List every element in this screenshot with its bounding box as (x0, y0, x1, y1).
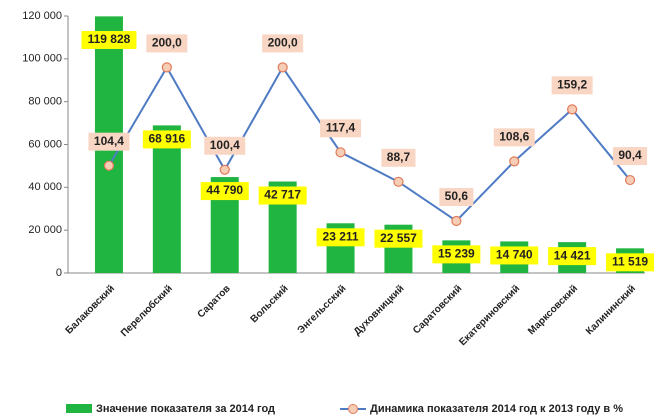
line-marker (624, 174, 636, 186)
line-marker (567, 104, 578, 115)
line-marker (219, 164, 230, 175)
bar (152, 125, 181, 273)
line-value-label: 200,0 (152, 36, 182, 50)
bar-value-label: 44 790 (206, 183, 243, 197)
bar-value-label: 15 239 (438, 247, 475, 261)
line-marker (393, 176, 404, 187)
line-value-label: 50,6 (445, 189, 469, 203)
line-value-label-bg (204, 136, 246, 155)
bar-value-label-bg (606, 253, 654, 272)
bar-value-label-bg (258, 186, 307, 205)
bar-value-label-bg (142, 130, 191, 149)
y-tick-label: 80 000 (28, 96, 62, 108)
bar-value-label-bg (316, 228, 365, 247)
line-value-label-bg (88, 132, 130, 151)
bar-value-label: 14 740 (496, 248, 533, 262)
line-value-label-bg (493, 128, 535, 147)
line-value-label: 117,4 (326, 120, 356, 134)
x-tick-label: Екатериновский (457, 283, 522, 348)
bar-value-label-bg (200, 182, 249, 201)
line-value-label: 159,2 (557, 78, 587, 92)
line-marker (277, 62, 288, 73)
line-value-label-bg (551, 76, 593, 95)
line-marker (103, 160, 115, 171)
x-tick-label: Калининский (584, 283, 638, 337)
bar-value-label: 11 519 (612, 255, 648, 269)
y-tick-label: 0 (56, 267, 62, 279)
bar-value-label-bg (432, 245, 481, 264)
bar-value-label: 22 557 (380, 231, 417, 245)
x-tick-label: Саратовский (411, 283, 464, 336)
legend-swatch (66, 404, 92, 413)
line-marker (509, 156, 520, 167)
bar-value-label: 42 717 (264, 188, 301, 202)
y-tick-label: 20 000 (28, 224, 62, 236)
line-marker (451, 215, 462, 227)
line-value-label-bg (439, 187, 474, 206)
line-value-label: 104,4 (94, 134, 124, 148)
bar-value-label-bg (490, 246, 539, 265)
line-value-label-bg (262, 34, 304, 53)
line-value-label: 88,7 (387, 150, 411, 164)
bar-value-label: 14 421 (554, 248, 591, 262)
y-tick-label: 40 000 (28, 181, 62, 193)
bar-value-label-bg (81, 31, 137, 49)
x-tick-label: Энгельсский (296, 283, 349, 336)
y-tick-label: 100 000 (22, 53, 62, 65)
x-tick-label: Вольский (249, 283, 291, 325)
bar-value-label-bg (548, 247, 597, 266)
bar-value-label: 23 211 (323, 229, 359, 243)
y-tick-label: 60 000 (28, 138, 62, 150)
bar-value-label-bg (374, 229, 423, 248)
bar-value-label: 68 916 (148, 132, 185, 146)
legend-marker (348, 404, 358, 414)
legend-label: Динамика показателя 2014 год к 2013 году… (370, 403, 623, 415)
line-marker (335, 147, 346, 158)
line-value-label-bg (320, 119, 362, 138)
line-value-label: 200,0 (268, 36, 298, 50)
line-value-label-bg (381, 148, 416, 167)
x-tick-label: Духовницкий (352, 283, 407, 338)
bar-value-label: 119 828 (88, 32, 131, 46)
line (108, 65, 631, 223)
line-marker (161, 62, 172, 73)
line-value-label: 108,6 (499, 130, 529, 144)
x-tick-label: Балаковский (64, 283, 117, 336)
x-tick-label: Перелюбский (118, 283, 175, 340)
line-value-label: 100,4 (210, 138, 240, 152)
legend-label: Значение показателя за 2014 год (96, 403, 275, 415)
line-value-label-bg (613, 147, 648, 166)
line-value-label-bg (146, 34, 188, 53)
x-tick-label: Саратов (196, 283, 233, 320)
x-tick-label: Марксовский (526, 283, 580, 337)
y-tick-label: 120 000 (22, 10, 62, 22)
line-value-label: 90,4 (618, 148, 642, 162)
